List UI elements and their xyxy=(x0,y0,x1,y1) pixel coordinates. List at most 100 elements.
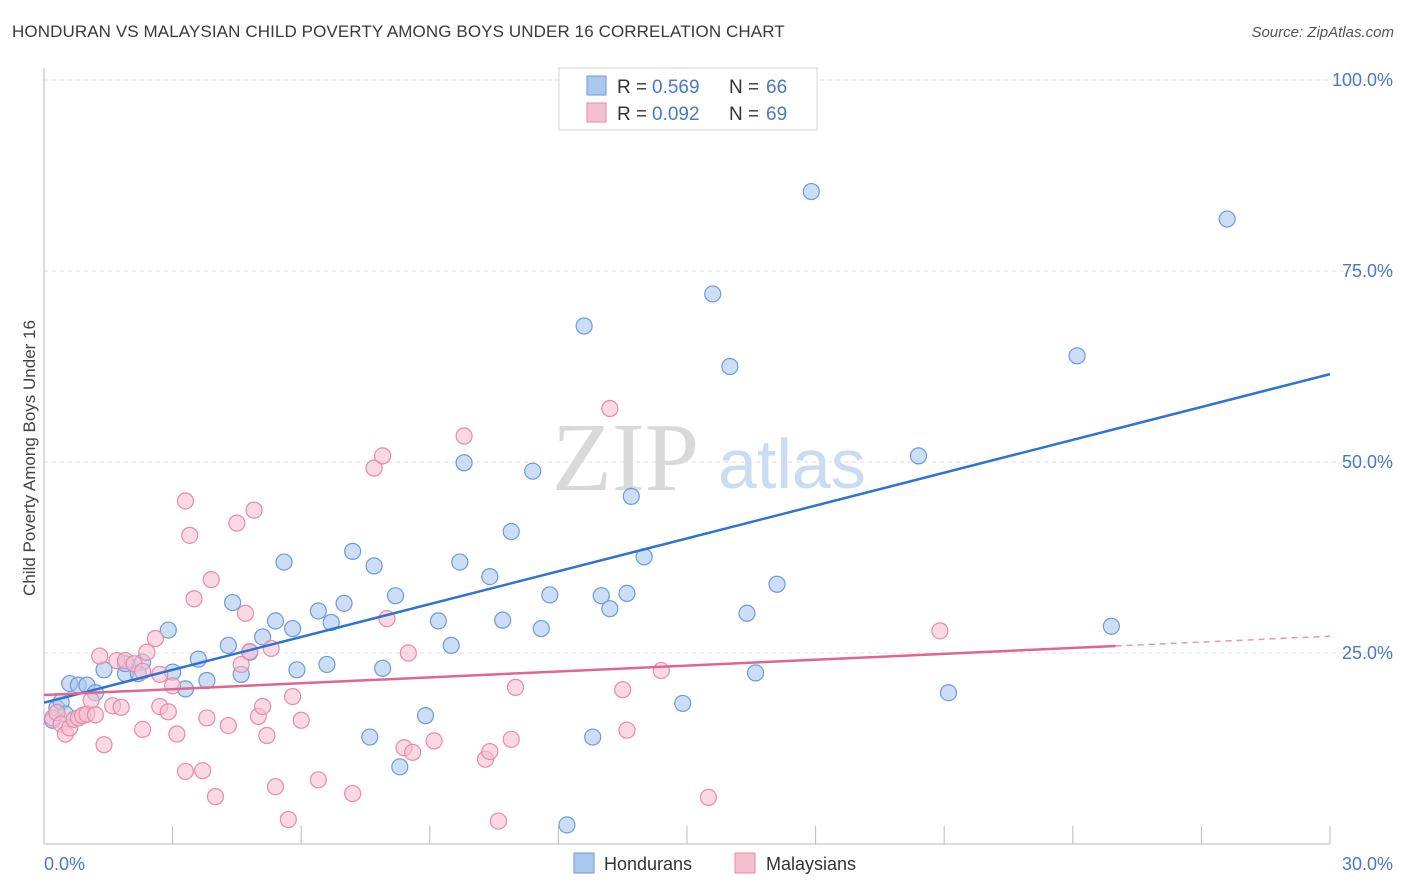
data-points xyxy=(43,182,1236,834)
data-point-hondurans xyxy=(584,728,602,746)
data-point-malaysians xyxy=(164,677,182,695)
data-point-malaysians xyxy=(181,526,199,544)
data-point-hondurans xyxy=(738,604,756,622)
data-point-hondurans xyxy=(601,600,619,618)
data-point-malaysians xyxy=(931,622,949,640)
watermark-atlas: atlas xyxy=(718,425,866,503)
data-point-hondurans xyxy=(318,655,336,674)
data-point-hondurans xyxy=(502,522,520,541)
data-point-hondurans xyxy=(532,619,550,638)
data-point-malaysians xyxy=(254,697,272,716)
legend-n-label-2: N = xyxy=(729,104,759,125)
data-point-hondurans xyxy=(1218,210,1236,228)
data-point-hondurans xyxy=(455,454,473,472)
y-tick-label: 100.0% xyxy=(1332,70,1393,90)
data-point-malaysians xyxy=(481,742,499,761)
data-point-malaysians xyxy=(344,784,362,803)
data-point-hondurans xyxy=(674,694,692,713)
data-point-hondurans xyxy=(374,659,392,677)
data-point-malaysians xyxy=(91,647,109,665)
data-point-hondurans xyxy=(254,628,272,646)
data-point-hondurans xyxy=(939,684,958,702)
data-point-hondurans xyxy=(391,758,409,776)
data-point-malaysians xyxy=(133,720,152,739)
data-point-malaysians xyxy=(652,661,670,680)
data-point-malaysians xyxy=(95,736,113,754)
legend-swatch-malaysians xyxy=(586,102,607,123)
legend-swatch-hondurans xyxy=(586,75,607,96)
y-tick-label: 75.0% xyxy=(1342,261,1393,281)
legend-n-value-2: 69 xyxy=(766,104,787,125)
data-point-malaysians xyxy=(82,691,100,709)
data-point-hondurans xyxy=(361,728,379,746)
legend-r-value-2: 0.092 xyxy=(652,104,700,125)
data-point-malaysians xyxy=(138,643,156,661)
data-point-hondurans xyxy=(159,621,177,639)
data-point-malaysians xyxy=(502,730,520,748)
axes xyxy=(43,68,1331,845)
data-point-malaysians xyxy=(455,427,473,445)
data-point-malaysians xyxy=(245,501,263,519)
gridlines xyxy=(44,79,1392,654)
data-point-malaysians xyxy=(206,788,225,806)
data-point-hondurans xyxy=(219,636,237,654)
legend-n-value-1: 66 xyxy=(766,77,787,98)
data-point-malaysians xyxy=(425,732,443,750)
data-point-malaysians xyxy=(168,725,186,743)
data-point-hondurans xyxy=(746,664,765,682)
data-point-hondurans xyxy=(386,587,405,605)
data-point-malaysians xyxy=(198,709,216,727)
data-point-malaysians xyxy=(404,743,422,761)
legend-bottom: Hondurans Malaysians xyxy=(573,852,856,874)
data-point-hondurans xyxy=(1068,347,1086,365)
data-point-hondurans xyxy=(284,619,302,638)
data-point-hondurans xyxy=(416,707,435,725)
legend-r-label-2: R = xyxy=(617,104,647,125)
data-point-malaysians xyxy=(112,698,130,716)
data-point-hondurans xyxy=(558,816,576,834)
data-point-hondurans xyxy=(275,553,293,571)
data-point-hondurans xyxy=(768,575,786,593)
data-point-malaysians xyxy=(146,629,165,648)
data-point-hondurans xyxy=(618,584,636,603)
data-point-hondurans xyxy=(802,182,820,201)
data-point-hondurans xyxy=(451,553,469,571)
data-point-hondurans xyxy=(909,447,928,465)
data-point-malaysians xyxy=(506,678,525,696)
trend-line-malaysians-extension xyxy=(1115,635,1331,647)
data-point-hondurans xyxy=(365,557,383,575)
data-point-malaysians xyxy=(219,716,237,735)
data-point-malaysians xyxy=(279,810,297,829)
data-point-hondurans xyxy=(704,285,722,303)
legend-bottom-label-hondurans: Hondurans xyxy=(604,854,692,874)
data-point-malaysians xyxy=(699,788,718,806)
data-point-hondurans xyxy=(224,593,242,612)
legend-n-label-1: N = xyxy=(729,77,759,98)
y-tick-label: 25.0% xyxy=(1342,643,1393,663)
data-point-malaysians xyxy=(159,703,177,721)
data-point-hondurans xyxy=(541,586,559,604)
data-point-hondurans xyxy=(575,317,593,335)
data-point-malaysians xyxy=(236,604,255,622)
data-point-malaysians xyxy=(202,571,220,589)
data-point-malaysians xyxy=(365,459,383,477)
data-point-malaysians xyxy=(399,644,417,662)
data-point-hondurans xyxy=(288,661,306,679)
data-point-hondurans xyxy=(622,487,640,505)
data-point-malaysians xyxy=(266,778,285,796)
data-point-hondurans xyxy=(592,587,610,605)
data-point-malaysians xyxy=(292,711,310,729)
data-point-malaysians xyxy=(489,812,507,830)
data-point-hondurans xyxy=(524,462,542,480)
data-point-hondurans xyxy=(721,357,739,376)
data-point-malaysians xyxy=(309,771,327,789)
source-label: Source: ZipAtlas.com xyxy=(1251,24,1394,41)
legend-r-label-1: R = xyxy=(617,77,647,98)
data-point-hondurans xyxy=(442,636,460,654)
data-point-hondurans xyxy=(309,602,327,620)
data-point-malaysians xyxy=(284,687,302,706)
trend-line-hondurans xyxy=(43,372,1331,704)
data-point-hondurans xyxy=(335,594,353,612)
trend-line-malaysians xyxy=(43,644,1116,697)
